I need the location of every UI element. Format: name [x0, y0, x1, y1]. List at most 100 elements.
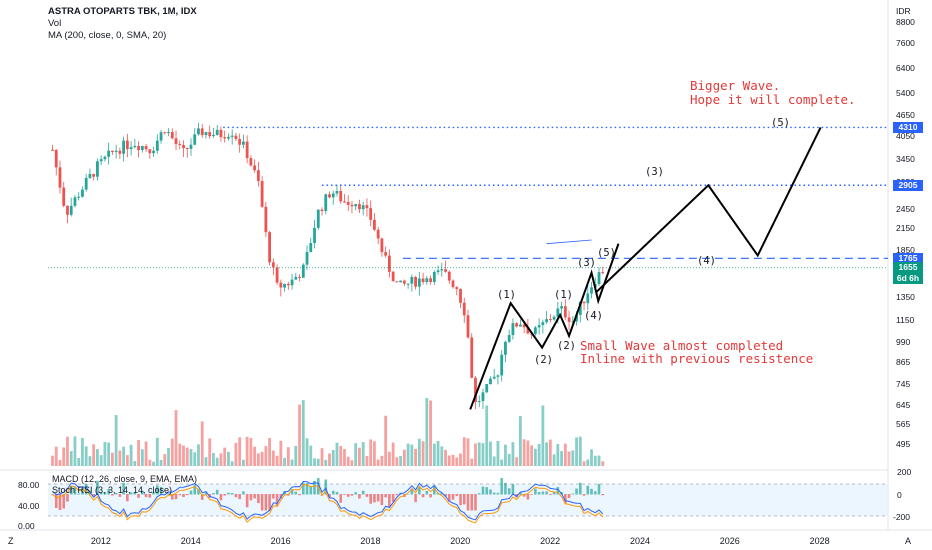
candle-body-39[interactable] — [197, 128, 200, 135]
candle-body-43[interactable] — [212, 134, 215, 137]
candle-body-112[interactable] — [470, 337, 474, 378]
candle-body-110[interactable] — [462, 302, 466, 316]
candle-body-37[interactable] — [189, 144, 193, 149]
candle-body-121[interactable] — [504, 341, 507, 355]
candle-body-108[interactable] — [455, 287, 459, 290]
candle-body-141[interactable] — [578, 301, 582, 315]
candle-body-144[interactable] — [590, 287, 593, 294]
candle-body-96[interactable] — [410, 276, 414, 284]
candle-body-45[interactable] — [219, 129, 223, 138]
candle-body-89[interactable] — [384, 252, 388, 256]
candle-body-87[interactable] — [376, 229, 380, 239]
candle-body-81[interactable] — [354, 204, 358, 207]
candle-body-132[interactable] — [545, 319, 549, 323]
candle-body-76[interactable] — [335, 190, 339, 194]
candle-body-2[interactable] — [58, 167, 62, 188]
candle-body-8[interactable] — [81, 189, 84, 197]
candle-body-22[interactable] — [133, 145, 137, 148]
candle-body-105[interactable] — [444, 269, 447, 272]
candle-body-85[interactable] — [369, 208, 373, 220]
candle-body-19[interactable] — [122, 140, 126, 154]
stoch-rsi-label[interactable]: Stoch RSI (3, 3, 14, 14, close) — [52, 485, 173, 495]
candle-body-31[interactable] — [167, 132, 170, 134]
candle-body-57[interactable] — [264, 206, 268, 233]
candle-body-51[interactable] — [242, 141, 245, 145]
candle-body-138[interactable] — [567, 317, 571, 322]
candle-body-67[interactable] — [301, 264, 305, 278]
candle-body-126[interactable] — [522, 324, 526, 328]
candle-body-15[interactable] — [107, 150, 111, 157]
candle-body-49[interactable] — [234, 135, 238, 139]
candle-body-137[interactable] — [563, 306, 567, 318]
candle-body-21[interactable] — [129, 147, 133, 150]
candle-body-103[interactable] — [436, 270, 440, 273]
candle-body-9[interactable] — [84, 177, 88, 190]
candle-body-135[interactable] — [556, 308, 560, 317]
candle-body-125[interactable] — [519, 324, 522, 327]
candle-body-140[interactable] — [575, 314, 578, 322]
candle-body-78[interactable] — [343, 201, 346, 203]
candle-body-106[interactable] — [447, 271, 451, 281]
candle-body-117[interactable] — [489, 378, 492, 385]
candle-body-56[interactable] — [260, 181, 264, 207]
auto-scale-icon[interactable]: A — [905, 536, 912, 546]
candle-body-88[interactable] — [380, 238, 384, 253]
candle-body-102[interactable] — [432, 272, 436, 282]
candle-body-38[interactable] — [193, 134, 197, 145]
candle-body-25[interactable] — [144, 146, 148, 150]
candle-body-62[interactable] — [283, 283, 286, 288]
candle-body-29[interactable] — [159, 132, 163, 141]
candle-body-23[interactable] — [137, 145, 140, 151]
candle-body-83[interactable] — [361, 205, 365, 210]
candle-body-63[interactable] — [286, 283, 290, 286]
candle-body-124[interactable] — [515, 323, 519, 327]
candle-body-130[interactable] — [537, 325, 541, 328]
candle-body-119[interactable] — [496, 375, 500, 377]
candle-body-74[interactable] — [328, 194, 331, 198]
candle-body-82[interactable] — [358, 204, 361, 210]
candle-body-11[interactable] — [92, 174, 96, 177]
candle-body-122[interactable] — [507, 335, 511, 342]
candle-body-34[interactable] — [178, 144, 182, 146]
candle-body-14[interactable] — [103, 156, 107, 160]
symbol-title[interactable]: ASTRA OTOPARTS TBK, 1M, IDX — [48, 6, 197, 17]
candle-body-100[interactable] — [425, 278, 429, 283]
candle-body-134[interactable] — [552, 316, 556, 320]
candle-body-143[interactable] — [586, 293, 590, 304]
candle-body-4[interactable] — [66, 205, 69, 215]
candle-body-16[interactable] — [110, 150, 114, 152]
candle-body-127[interactable] — [526, 327, 530, 334]
candle-body-41[interactable] — [204, 132, 208, 136]
candle-body-69[interactable] — [309, 242, 313, 252]
candle-body-72[interactable] — [320, 209, 324, 212]
candle-body-44[interactable] — [215, 129, 219, 135]
candle-body-123[interactable] — [511, 323, 515, 336]
candle-body-7[interactable] — [77, 196, 81, 198]
candle-body-147[interactable] — [601, 272, 605, 274]
candle-body-64[interactable] — [290, 279, 294, 286]
candle-body-71[interactable] — [316, 209, 320, 228]
elliott-small-wave[interactable] — [469, 243, 620, 410]
candle-body-53[interactable] — [249, 158, 253, 166]
candle-body-120[interactable] — [500, 354, 504, 376]
candle-body-32[interactable] — [170, 132, 174, 139]
candle-body-59[interactable] — [271, 262, 275, 268]
candle-body-142[interactable] — [582, 301, 586, 304]
candle-body-101[interactable] — [429, 278, 432, 282]
candle-body-13[interactable] — [99, 159, 103, 162]
candle-body-136[interactable] — [560, 306, 563, 309]
candle-body-146[interactable] — [597, 272, 601, 285]
candle-body-133[interactable] — [548, 319, 552, 321]
candle-body-5[interactable] — [69, 205, 73, 215]
candle-body-129[interactable] — [533, 327, 537, 334]
ma-label[interactable]: MA (200, close, 0, SMA, 20) — [48, 30, 167, 41]
candle-body-95[interactable] — [406, 283, 410, 285]
candle-body-107[interactable] — [451, 280, 455, 288]
candle-body-84[interactable] — [365, 205, 369, 209]
candle-body-90[interactable] — [387, 255, 391, 272]
candle-body-91[interactable] — [391, 271, 395, 282]
candle-body-61[interactable] — [279, 282, 283, 288]
candle-body-47[interactable] — [227, 136, 230, 139]
candle-body-0[interactable] — [51, 149, 54, 151]
